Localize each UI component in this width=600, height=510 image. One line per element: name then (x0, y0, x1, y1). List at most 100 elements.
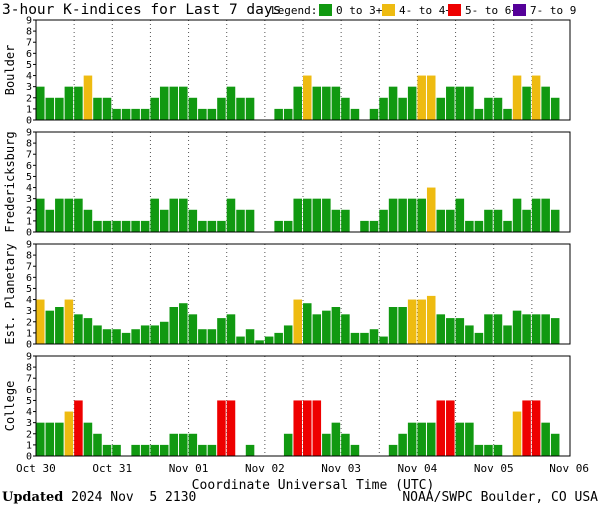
k-index-bar (512, 75, 522, 120)
k-index-bar (255, 340, 264, 344)
k-index-bar (293, 86, 302, 120)
k-index-bar (417, 75, 426, 120)
y-tick-label: 0 (26, 116, 32, 127)
k-index-bar (474, 444, 484, 456)
k-index-bar (465, 86, 474, 120)
k-index-bar (493, 314, 503, 344)
k-index-bar (45, 422, 55, 456)
k-index-bar (179, 433, 188, 456)
k-index-bar (293, 400, 302, 456)
k-index-bar (83, 209, 93, 232)
k-index-bar (312, 400, 322, 456)
k-index-bar (522, 86, 531, 120)
k-index-bar (131, 220, 140, 232)
x-tick-label: Nov 05 (474, 462, 514, 475)
k-index-bar (426, 295, 436, 344)
k-index-bar (341, 314, 350, 344)
legend-swatch-2 (382, 4, 395, 16)
k-index-bar (112, 444, 121, 456)
k-index-bar (426, 187, 436, 232)
k-index-bar (465, 422, 474, 456)
k-index-bar (484, 209, 493, 232)
k-index-bar (274, 108, 283, 120)
k-index-bar (541, 198, 550, 232)
k-index-bar (283, 220, 293, 232)
y-tick-label: 8 (26, 251, 32, 262)
k-index-bar (188, 209, 198, 232)
k-index-bar (360, 220, 369, 232)
k-index-bar (541, 314, 550, 344)
k-index-bar (369, 220, 379, 232)
k-index-bar (503, 220, 512, 232)
panels: 0123456789Boulder0123456789Fredericksbur… (3, 16, 571, 463)
k-index-bar (217, 318, 226, 344)
k-index-bar (541, 422, 550, 456)
y-tick-label: 5 (26, 284, 32, 295)
k-index-bar (217, 97, 226, 120)
panel-frame (35, 243, 571, 345)
y-tick-label: 9 (26, 16, 32, 27)
k-index-bar (512, 198, 522, 232)
k-index-bar (55, 307, 64, 344)
x-tick-label: Nov 03 (321, 462, 361, 475)
legend-entry-label: 4- to 4+ (399, 4, 452, 17)
k-index-bar (503, 325, 512, 344)
updated-label: Updated (2, 490, 64, 505)
k-index-bar (188, 314, 198, 344)
k-index-bar (350, 108, 360, 120)
k-index-bar (484, 444, 493, 456)
y-tick-label: 5 (26, 396, 32, 407)
y-tick-label: 2 (26, 205, 32, 216)
legend: 0 to 3+ 4- to 4+ 5- to 6+ 7- to 9 (319, 4, 576, 17)
k-index-bar (322, 198, 331, 232)
k-index-bar (207, 329, 217, 344)
k-index-bar (407, 299, 417, 344)
k-index-bar (388, 86, 398, 120)
k-index-bar (322, 86, 331, 120)
x-tick-labels: Oct 30 Oct 31 Nov 01 Nov 02 Nov 03 Nov 04 Nov … (16, 462, 589, 475)
k-index-bar (64, 411, 74, 456)
k-index-bar (217, 220, 226, 232)
k-index-bar (455, 422, 465, 456)
k-index-bar (226, 314, 236, 344)
y-tick-label: 1 (26, 440, 32, 451)
k-index-bar (436, 314, 446, 344)
panel-frame (35, 131, 571, 233)
k-index-bar (331, 307, 341, 344)
station-label: Est. Planetary (3, 243, 17, 344)
k-index-bar (188, 433, 198, 456)
k-index-bar (274, 332, 283, 344)
source-credit: NOAA/SWPC Boulder, CO USA (402, 490, 598, 505)
k-index-bar (179, 198, 188, 232)
k-index-bar (45, 97, 55, 120)
k-index-bar (541, 86, 550, 120)
k-index-bar (64, 198, 74, 232)
panel-frame (35, 355, 571, 457)
k-index-bar (531, 400, 541, 456)
y-tick-label: 6 (26, 161, 32, 172)
y-tick-label: 5 (26, 172, 32, 183)
k-index-bar (179, 303, 188, 344)
k-index-bar (446, 318, 455, 344)
k-index-bar (398, 198, 407, 232)
x-axis-label: Coordinate Universal Time (UTC) (192, 478, 435, 493)
k-index-bar (93, 433, 102, 456)
y-tick-label: 6 (26, 273, 32, 284)
legend-entry-label: 7- to 9 (530, 4, 576, 17)
y-tick-label: 3 (26, 194, 32, 205)
k-index-bar (407, 86, 417, 120)
k-index-bar (436, 400, 446, 456)
k-index-bar (150, 97, 159, 120)
k-index-bar (283, 108, 293, 120)
y-tick-label: 8 (26, 139, 32, 150)
y-tick-label: 2 (26, 93, 32, 104)
k-index-bar (150, 198, 159, 232)
k-index-bar (512, 310, 522, 344)
k-index-bar (226, 198, 236, 232)
k-index-bar (102, 444, 112, 456)
k-index-bar (83, 75, 93, 120)
